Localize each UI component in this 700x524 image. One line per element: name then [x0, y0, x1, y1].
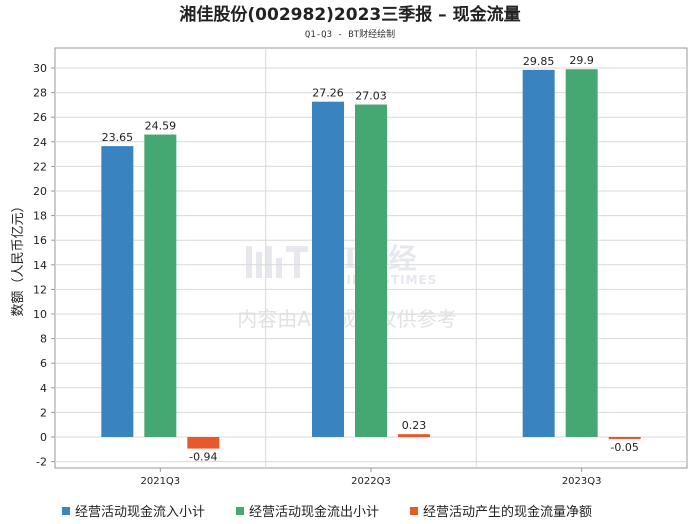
data-label: 23.65	[102, 131, 134, 144]
data-label: 29.85	[523, 55, 555, 68]
data-label: -0.94	[189, 451, 217, 464]
data-label: 0.23	[402, 419, 427, 432]
x-tick-label: 2021Q3	[140, 476, 180, 487]
bar-2022Q3-s1	[355, 104, 387, 437]
legend-swatch	[236, 507, 244, 515]
bars	[101, 69, 641, 449]
y-axis-title: 数额（人民币亿元）	[11, 199, 26, 316]
watermark: BT财经 BUSINESSTIMES 内容由AI生成，仅供参考	[237, 242, 457, 331]
bar-2023Q3-s1	[565, 69, 598, 437]
y-tick-label: -2	[36, 456, 47, 469]
data-label: 27.26	[312, 87, 344, 100]
y-tick-label: 14	[33, 259, 47, 272]
data-label: 24.59	[145, 120, 177, 133]
data-labels: 23.65 24.59 -0.94 27.26 27.03 0.23 29.85 29.9 -0…	[102, 54, 639, 463]
y-tick-label: 4	[40, 382, 47, 395]
y-tick-label: 22	[33, 160, 47, 173]
x-tick-label: 2022Q3	[351, 476, 391, 487]
y-tick-label: 12	[33, 283, 47, 296]
y-tick-label: 2	[40, 406, 47, 419]
y-tick-label: 16	[33, 234, 47, 247]
legend-label: 经营活动产生的现金流量净额	[423, 504, 592, 520]
x-tick-label: 2023Q3	[562, 476, 602, 487]
chart-title: 湘佳股份(002982)2023三季报 – 现金流量	[179, 4, 520, 25]
y-tick-label: 24	[33, 136, 47, 149]
y-tick-label: 20	[33, 185, 47, 198]
bar-2023Q3-s2	[608, 437, 641, 439]
legend-swatch	[62, 507, 70, 515]
bar-2021Q3-s2	[187, 437, 220, 449]
legend: 经营活动现金流入小计 经营活动现金流出小计 经营活动产生的现金流量净额	[62, 504, 592, 520]
y-tick-label: 30	[33, 62, 47, 75]
bar-2023Q3-s0	[522, 69, 555, 437]
watermark-notice: 内容由AI生成，仅供参考	[237, 307, 457, 331]
bar-2022Q3-s0	[312, 101, 344, 438]
bar-2021Q3-s1	[144, 134, 177, 437]
data-label: 27.03	[355, 90, 387, 103]
y-tick-label: 28	[33, 87, 47, 100]
y-tick-label: 8	[40, 333, 47, 346]
y-tick-label: 18	[33, 210, 47, 223]
y-tick-label: 6	[40, 357, 47, 370]
chart-subtitle: Q1-Q3 - BT财经绘制	[305, 28, 395, 40]
legend-label: 经营活动现金流入小计	[75, 504, 205, 520]
bar-2022Q3-s2	[398, 434, 430, 437]
y-tick-label: 10	[33, 308, 47, 321]
bar-2021Q3-s0	[101, 146, 134, 438]
x-axis: 2021Q3 2022Q3 2023Q3	[140, 468, 602, 487]
legend-label: 经营活动现金流出小计	[249, 504, 379, 520]
y-tick-label: 0	[40, 431, 47, 444]
data-label: 29.9	[569, 54, 594, 67]
data-label: -0.05	[610, 441, 638, 454]
y-tick-label: 26	[33, 111, 47, 124]
legend-swatch	[410, 507, 418, 515]
